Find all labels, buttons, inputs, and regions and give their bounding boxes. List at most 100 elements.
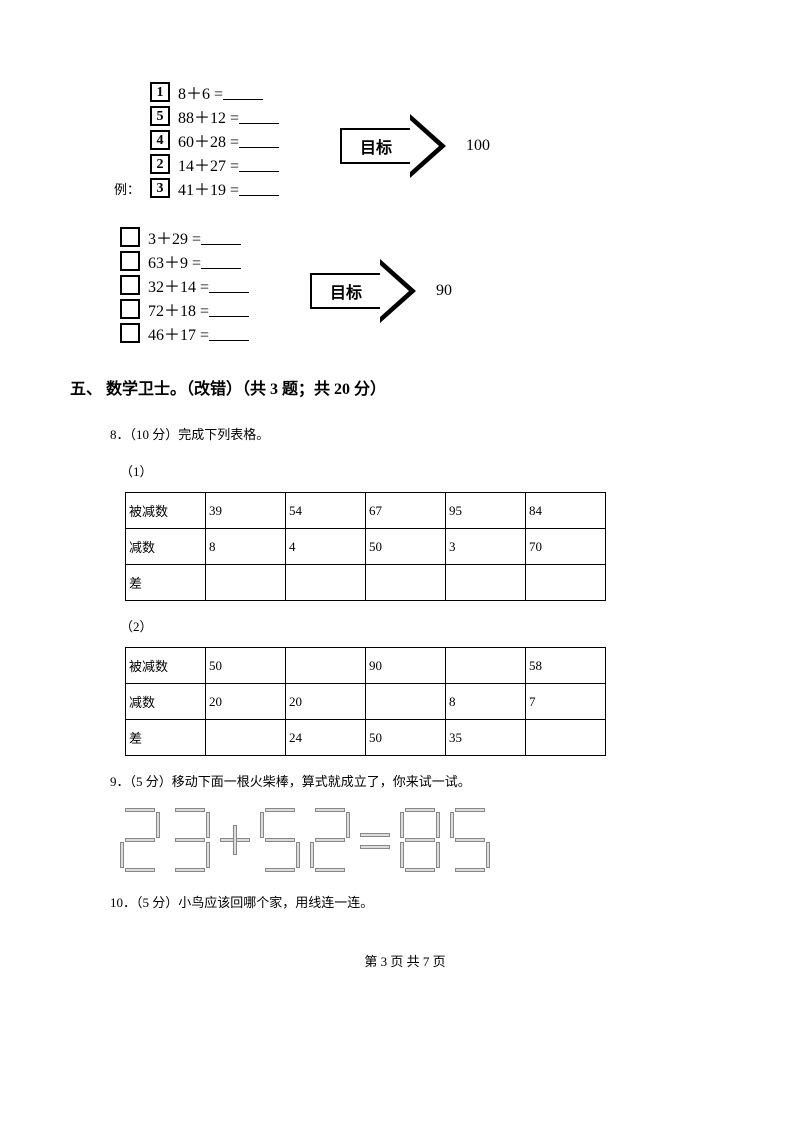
target-arrow-2: 目标 90 [310, 259, 452, 323]
data-cell: 58 [526, 648, 606, 684]
digit-5 [260, 808, 300, 872]
data-cell: 8 [446, 684, 526, 720]
data-cell [286, 565, 366, 601]
equation-text: 46＋17 = [148, 321, 209, 345]
answer-blank [239, 157, 279, 172]
data-cell: 95 [446, 493, 526, 529]
number-box [120, 299, 140, 319]
target-value-1: 100 [466, 137, 490, 155]
matchstick-equation [120, 808, 740, 872]
data-cell [366, 684, 446, 720]
number-box: 4 [150, 130, 170, 150]
equation-row: 3＋29 = [120, 225, 740, 249]
data-cell: 67 [366, 493, 446, 529]
question-9: 9．（5 分）移动下面一根火柴棒，算式就成立了，你来试一试。 [110, 771, 740, 790]
q8-table-2: 被减数509058减数202087差245035 [125, 647, 606, 756]
data-cell: 50 [366, 720, 446, 756]
table-row: 减数8450370 [126, 529, 606, 565]
number-box [120, 275, 140, 295]
data-cell: 39 [206, 493, 286, 529]
row-header-cell: 被减数 [126, 648, 206, 684]
answer-blank [201, 230, 241, 245]
equation-row: 1 8＋6 = [150, 80, 740, 104]
example-block-2: 3＋29 =63＋9 =32＋14 =72＋18 =46＋17 = 目标 90 [120, 225, 740, 345]
data-cell: 7 [526, 684, 606, 720]
equation-text: 3＋29 = [148, 225, 201, 249]
number-box [120, 323, 140, 343]
digit-8 [400, 808, 440, 872]
answer-blank [239, 133, 279, 148]
question-8: 8．（10 分）完成下列表格。 [110, 424, 740, 443]
data-cell: 70 [526, 529, 606, 565]
data-cell [206, 720, 286, 756]
data-cell: 8 [206, 529, 286, 565]
arrow-label-1: 目标 [340, 128, 410, 164]
page-container: 例： 18＋6 =588＋12 =460＋28 =214＋27 =341＋19 … [0, 0, 800, 1000]
equals-icon [360, 825, 390, 855]
number-box [120, 227, 140, 247]
data-cell: 20 [286, 684, 366, 720]
answer-blank [239, 109, 279, 124]
data-cell [446, 565, 526, 601]
data-cell: 54 [286, 493, 366, 529]
equation-text: 14＋27 = [178, 152, 239, 176]
answer-blank [223, 85, 263, 100]
data-cell: 24 [286, 720, 366, 756]
number-box: 5 [150, 106, 170, 126]
answer-blank [201, 254, 241, 269]
data-cell: 50 [206, 648, 286, 684]
equation-row: 3 41＋19 = [150, 176, 740, 200]
target-arrow-1: 目标 100 [340, 114, 490, 178]
data-cell: 3 [446, 529, 526, 565]
digit-3 [170, 808, 210, 872]
q8-table-1: 被减数3954679584减数8450370差 [125, 492, 606, 601]
equation-text: 8＋6 = [178, 80, 223, 104]
number-box [120, 251, 140, 271]
row-header-cell: 减数 [126, 684, 206, 720]
section-5-header: 五、 数学卫士。（改错）（共 3 题；共 20 分） [70, 375, 740, 399]
digit-2b [310, 808, 350, 872]
equation-row: 46＋17 = [120, 321, 740, 345]
data-cell [206, 565, 286, 601]
equation-text: 72＋18 = [148, 297, 209, 321]
data-cell [446, 648, 526, 684]
row-header-cell: 差 [126, 720, 206, 756]
arrow-head-icon [380, 259, 416, 323]
arrow-head-icon [410, 114, 446, 178]
row-header-cell: 减数 [126, 529, 206, 565]
data-cell: 84 [526, 493, 606, 529]
digit-2 [120, 808, 160, 872]
answer-blank [209, 326, 249, 341]
equation-text: 32＋14 = [148, 273, 209, 297]
data-cell [286, 648, 366, 684]
arrow-label-2: 目标 [310, 273, 380, 309]
equation-text: 63＋9 = [148, 249, 201, 273]
plus-icon [220, 825, 250, 855]
table-row: 被减数50 90 58 [126, 648, 606, 684]
number-box: 3 [150, 178, 170, 198]
row-header-cell: 被减数 [126, 493, 206, 529]
number-box: 2 [150, 154, 170, 174]
data-cell: 90 [366, 648, 446, 684]
data-cell [526, 565, 606, 601]
data-cell [526, 720, 606, 756]
data-cell: 50 [366, 529, 446, 565]
equation-text: 88＋12 = [178, 104, 239, 128]
number-box: 1 [150, 82, 170, 102]
example-block-1: 例： 18＋6 =588＋12 =460＋28 =214＋27 =341＋19 … [150, 80, 740, 200]
page-footer: 第 3 页 共 7 页 [70, 951, 740, 970]
answer-blank [209, 278, 249, 293]
answer-blank [239, 181, 279, 196]
equation-text: 41＋19 = [178, 176, 239, 200]
table-row: 被减数3954679584 [126, 493, 606, 529]
question-10: 10．（5 分）小鸟应该回哪个家，用线连一连。 [110, 892, 740, 911]
equation-text: 60＋28 = [178, 128, 239, 152]
table-row: 差 [126, 565, 606, 601]
row-header-cell: 差 [126, 565, 206, 601]
table-row: 差245035 [126, 720, 606, 756]
data-cell: 4 [286, 529, 366, 565]
answer-blank [209, 302, 249, 317]
data-cell [366, 565, 446, 601]
data-cell: 20 [206, 684, 286, 720]
table-row: 减数202087 [126, 684, 606, 720]
